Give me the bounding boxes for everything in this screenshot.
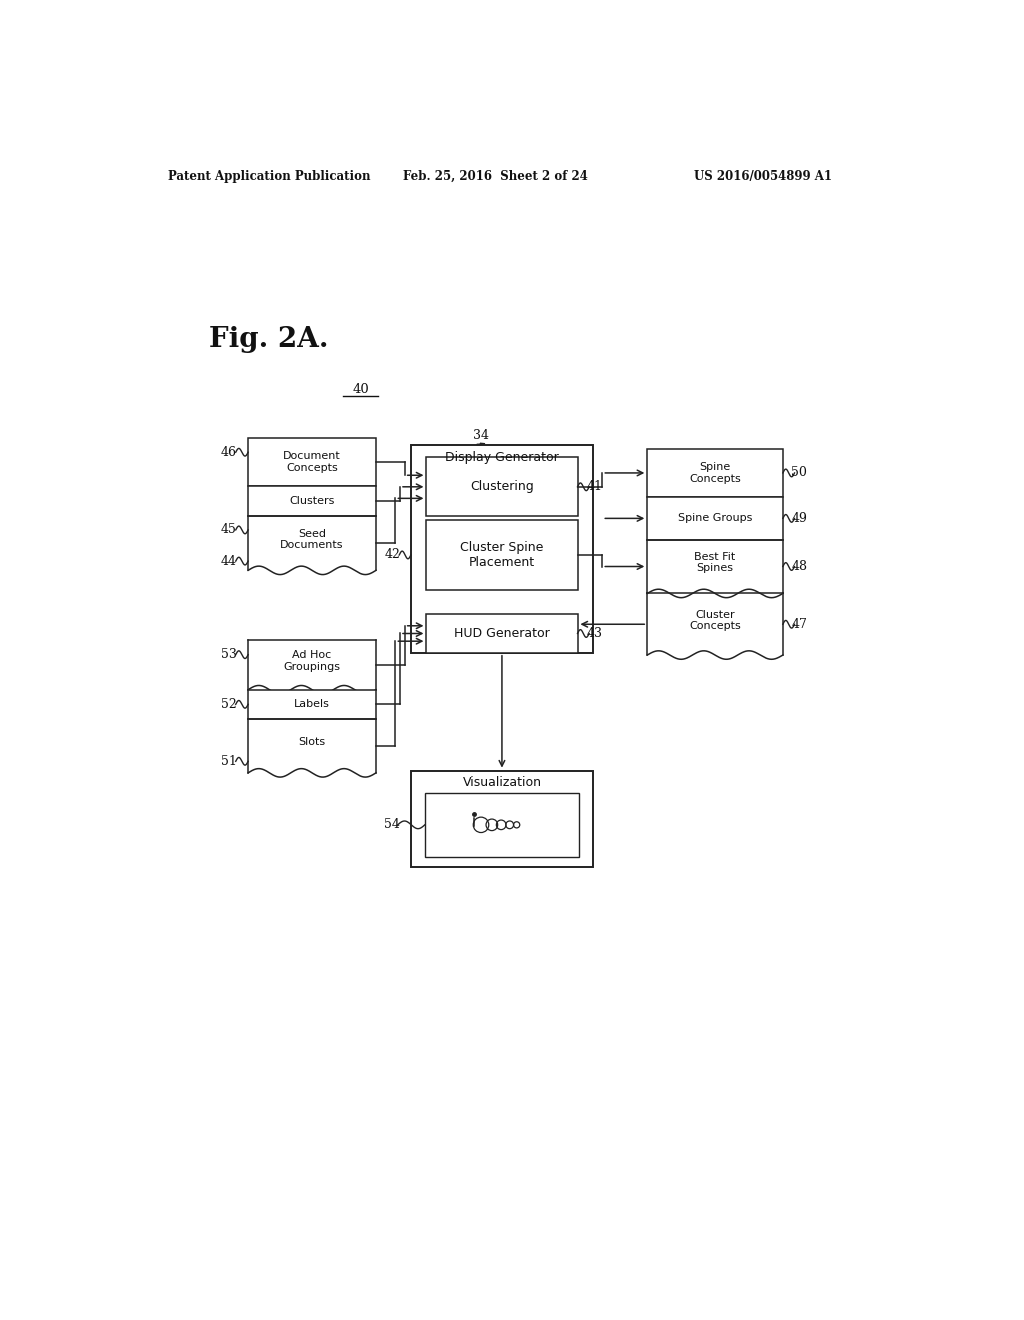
Polygon shape — [647, 540, 783, 598]
Text: Seed
Documents: Seed Documents — [281, 529, 344, 550]
Text: Feb. 25, 2016  Sheet 2 of 24: Feb. 25, 2016 Sheet 2 of 24 — [403, 169, 588, 182]
Polygon shape — [248, 719, 376, 777]
Polygon shape — [647, 594, 783, 659]
FancyBboxPatch shape — [248, 689, 376, 719]
Text: 54: 54 — [384, 818, 399, 832]
Text: 45: 45 — [221, 524, 237, 536]
FancyBboxPatch shape — [426, 614, 578, 653]
Text: Document
Concepts: Document Concepts — [284, 451, 341, 473]
Text: 53: 53 — [221, 648, 237, 661]
Text: HUD Generator: HUD Generator — [454, 627, 550, 640]
Text: 43: 43 — [587, 627, 602, 640]
Text: 41: 41 — [587, 480, 602, 494]
Text: 34: 34 — [473, 429, 488, 442]
Polygon shape — [248, 516, 376, 574]
Polygon shape — [248, 640, 376, 694]
Text: 47: 47 — [792, 618, 807, 631]
FancyBboxPatch shape — [411, 771, 593, 867]
Text: Cluster Spine
Placement: Cluster Spine Placement — [460, 541, 544, 569]
Text: Fig. 2A.: Fig. 2A. — [209, 326, 329, 352]
Text: Spine Groups: Spine Groups — [678, 513, 753, 523]
Text: Ad Hoc
Groupings: Ad Hoc Groupings — [284, 649, 341, 672]
Text: 44: 44 — [221, 554, 237, 568]
Text: Slots: Slots — [299, 737, 326, 747]
FancyBboxPatch shape — [248, 486, 376, 516]
Text: Labels: Labels — [294, 700, 330, 709]
Text: US 2016/0054899 A1: US 2016/0054899 A1 — [693, 169, 831, 182]
Text: 49: 49 — [792, 512, 807, 525]
Text: Clustering: Clustering — [470, 480, 534, 494]
Text: 52: 52 — [221, 698, 237, 711]
Text: 51: 51 — [221, 755, 237, 768]
Text: 48: 48 — [792, 560, 807, 573]
FancyBboxPatch shape — [647, 449, 783, 498]
Text: 46: 46 — [221, 446, 237, 459]
Text: 50: 50 — [792, 466, 807, 479]
Text: Display Generator: Display Generator — [445, 450, 559, 463]
FancyBboxPatch shape — [425, 793, 579, 857]
Text: Cluster
Concepts: Cluster Concepts — [689, 610, 741, 631]
Text: 42: 42 — [385, 548, 401, 561]
Text: Best Fit
Spines: Best Fit Spines — [694, 552, 735, 573]
Text: Visualization: Visualization — [463, 776, 542, 789]
FancyBboxPatch shape — [248, 438, 376, 486]
Text: Spine
Concepts: Spine Concepts — [689, 462, 741, 483]
FancyBboxPatch shape — [411, 445, 593, 653]
FancyBboxPatch shape — [426, 520, 578, 590]
Text: Patent Application Publication: Patent Application Publication — [168, 169, 371, 182]
Text: 40: 40 — [352, 383, 369, 396]
Text: Clusters: Clusters — [290, 496, 335, 506]
FancyBboxPatch shape — [647, 498, 783, 540]
FancyBboxPatch shape — [426, 457, 578, 516]
